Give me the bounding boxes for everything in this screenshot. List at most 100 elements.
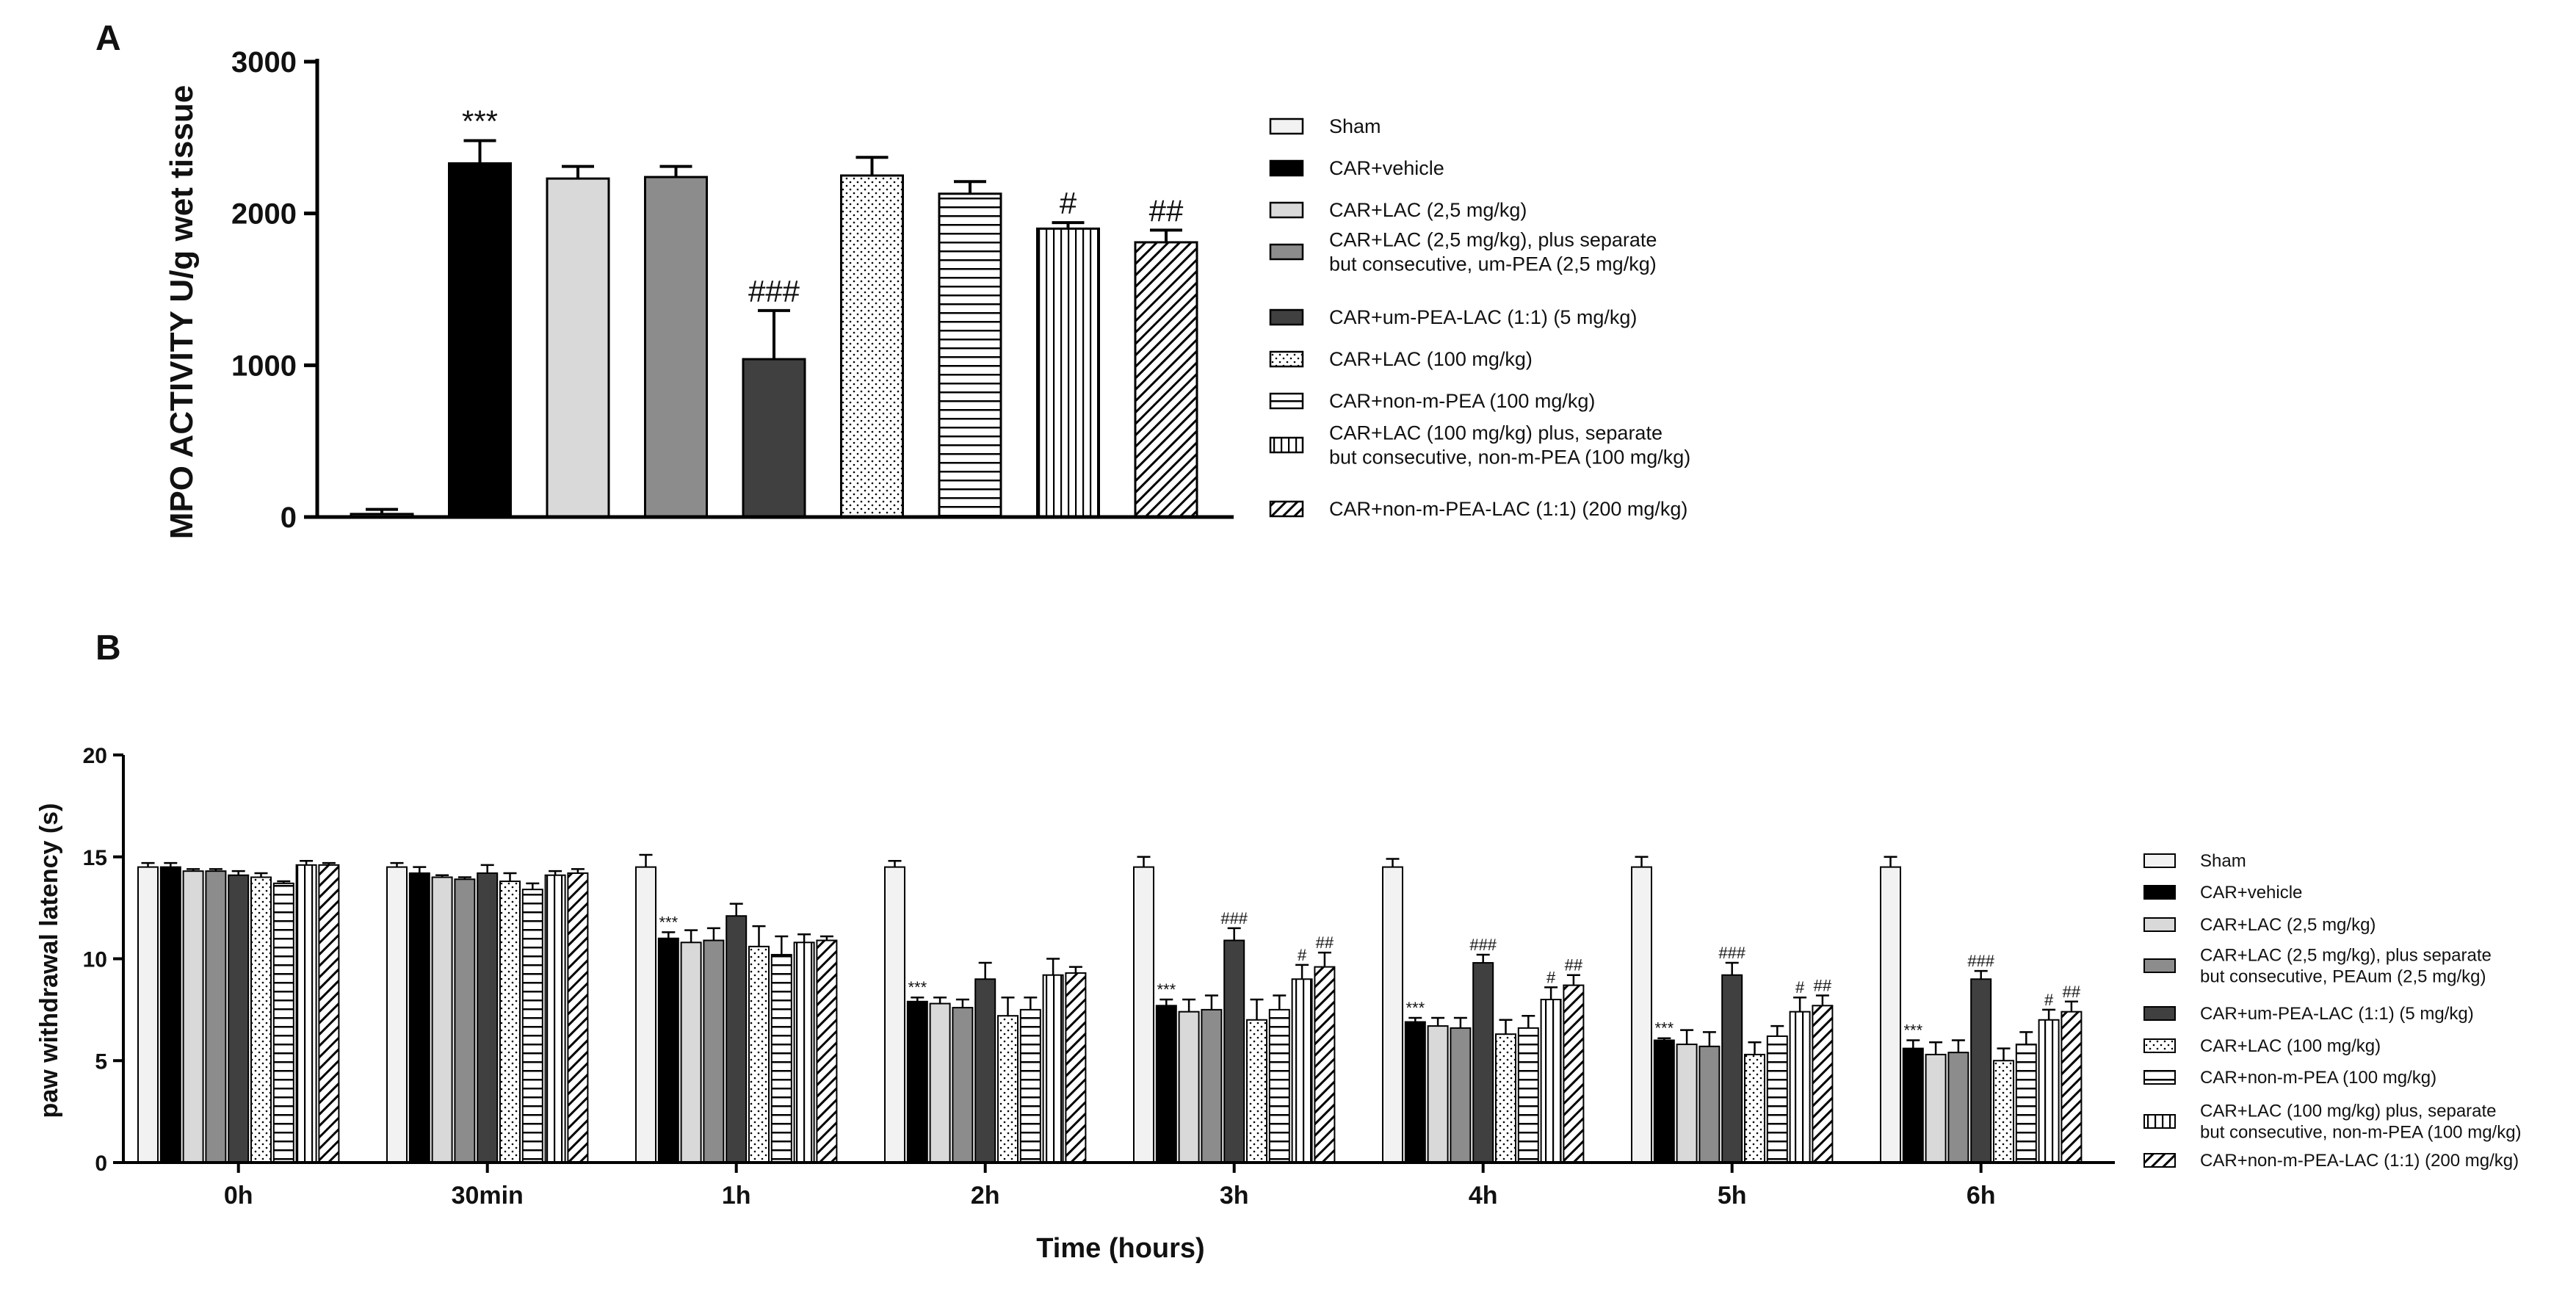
panel-b-significance-label: ##	[2063, 983, 2081, 1001]
panel-b-bar	[1472, 962, 1494, 1164]
panel-a-legend-label: CAR+LAC (100 mg/kg)	[1329, 348, 1533, 370]
panel-b-bar	[567, 872, 589, 1163]
panel-a-legend-swatch	[1269, 392, 1304, 410]
panel-b-bar	[318, 864, 340, 1163]
panel-a-significance-label: ***	[462, 104, 498, 138]
panel-b-x-ticks: 0h 30min 1h 2h 3h 4h 5h 6h	[224, 1163, 1996, 1210]
panel-b-legend-swatch	[2143, 917, 2176, 932]
panel-b-significance-label: ##	[1814, 976, 1832, 994]
panel-b-significance-label: ***	[1654, 1019, 1674, 1038]
panel-b-bar	[228, 874, 250, 1163]
panel-b-bar	[205, 870, 227, 1164]
panel-b-bar	[1291, 978, 1313, 1163]
panel-b-bar	[1223, 939, 1245, 1164]
panel-b-error-bar	[888, 860, 902, 867]
panel-b-significance-label: ###	[1220, 909, 1248, 928]
panel-b-bar	[1382, 866, 1403, 1163]
panel-b-bar	[1744, 1053, 1765, 1164]
panel-a-error-bar	[855, 156, 889, 176]
panel-b-error-bar	[978, 961, 992, 980]
panel-b-x-tick-label: 2h	[971, 1182, 1000, 1210]
panel-b-error-bar	[1137, 856, 1151, 867]
panel-b-error-bar	[729, 903, 743, 917]
panel-a-legend-label: CAR+non-m-PEA (100 mg/kg)	[1329, 390, 1595, 412]
panel-b-bar	[1698, 1045, 1721, 1163]
panel-b-bar	[1133, 866, 1154, 1163]
panel-a-legend-label: CAR+vehicle	[1329, 157, 1444, 179]
panel-a-bar	[1036, 227, 1100, 518]
panel-b-significance-label: ###	[1967, 952, 1994, 970]
panel-b-x-tick-label: 5h	[1718, 1182, 1747, 1210]
panel-a-error-bar	[758, 308, 790, 360]
panel-b-error-bar	[1046, 958, 1060, 975]
panel-b-x-tick-label: 3h	[1220, 1182, 1249, 1210]
panel-b-error-bar	[503, 872, 517, 882]
panel-b-legend-swatch	[2143, 885, 2176, 900]
panel-a-legend-label: CAR+LAC (2,5 mg/kg), plus separate	[1329, 229, 1657, 251]
panel-b: B paw withdrawal latency (s) Time (hours…	[35, 629, 2522, 1264]
panel-b-bar	[793, 941, 815, 1164]
panel-b-error-bar	[1250, 998, 1264, 1020]
panel-b-label: B	[95, 629, 121, 668]
panel-b-bar	[250, 876, 272, 1163]
panel-b-error-bar	[1815, 994, 1829, 1006]
panel-b-legend-label: CAR+LAC (100 mg/kg)	[2200, 1036, 2381, 1056]
panel-b-error-bar	[2042, 1008, 2056, 1020]
panel-b-legend-swatch	[2143, 1153, 2176, 1168]
panel-b-significance-label: ***	[1405, 999, 1425, 1017]
panel-b-error-bar	[1725, 961, 1739, 975]
panel-b-bar	[521, 889, 543, 1164]
panel-b-bar	[703, 939, 725, 1164]
panel-a-bar	[742, 358, 806, 518]
panel-b-bar	[1540, 999, 1562, 1163]
panel-a: A MPO ACTIVITY U/g wet tissue 0 1000 2000 3…	[95, 19, 1690, 539]
panel-b-significance-label: ###	[1469, 936, 1497, 954]
panel-b-bar	[726, 915, 748, 1163]
panel-b-legend-swatch	[2143, 1038, 2176, 1053]
panel-b-error-bar	[684, 929, 698, 943]
panel-b-bar	[1404, 1021, 1426, 1164]
panel-b-legend-label: Sham	[2200, 851, 2246, 871]
panel-b-error-bar	[1906, 1039, 1920, 1049]
panel-b-bar	[2061, 1011, 2083, 1164]
panel-b-bar	[884, 866, 905, 1163]
panel-b-bar	[635, 866, 656, 1163]
panel-a-legend-swatch	[1269, 159, 1304, 177]
panel-b-error-bar	[933, 996, 947, 1004]
panel-a-bars: ***#### ##	[350, 104, 1198, 518]
panel-b-bars: ****** ***######***######***#### ##***####…	[137, 853, 2083, 1164]
panel-a-legend-label: CAR+non-m-PEA-LAC (1:1) (200 mg/kg)	[1329, 498, 1687, 520]
panel-b-bar	[272, 882, 294, 1163]
panel-a-legend-label: CAR+LAC (2,5 mg/kg)	[1329, 199, 1527, 221]
panel-b-error-bar	[1748, 1041, 1762, 1055]
panel-b-bar	[1314, 966, 1336, 1163]
panel-a-error-bar	[659, 165, 692, 178]
panel-a-legend-swatch	[1269, 500, 1304, 518]
panel-a-error-bar	[954, 180, 986, 194]
panel-b-error-bar	[1024, 996, 1038, 1010]
panel-b-error-bar	[706, 927, 720, 941]
panel-b-bar	[431, 876, 453, 1163]
panel-b-y-tick-label: 5	[95, 1049, 107, 1074]
panel-a-significance-label: ###	[748, 274, 800, 308]
panel-b-y-ticks: 0 5 10 15 20	[83, 744, 123, 1176]
panel-a-significance-label: ##	[1149, 193, 1184, 228]
panel-b-y-tick-label: 20	[83, 744, 107, 768]
panel-b-bar	[1993, 1060, 2014, 1163]
panel-a-y-axis-title: MPO ACTIVITY U/g wet tissue	[164, 85, 200, 540]
panel-b-bar	[408, 872, 430, 1163]
panel-b-bar	[1495, 1033, 1516, 1164]
panel-a-legend-swatch	[1269, 436, 1304, 454]
panel-a-bar	[938, 192, 1002, 518]
panel-b-significance-label: #	[1546, 968, 1556, 986]
panel-b-error-bar	[1974, 969, 1988, 980]
panel-b-error-bar	[775, 935, 789, 955]
panel-a-y-ticks: 0 1000 2000 3000	[231, 46, 317, 534]
panel-b-error-bar	[1386, 858, 1400, 867]
panel-b-error-bar	[1159, 998, 1173, 1006]
panel-a-bar	[1134, 241, 1198, 518]
panel-b-error-bar	[1431, 1016, 1445, 1027]
panel-b-bar	[1721, 974, 1743, 1163]
panel-b-bar	[1450, 1027, 1472, 1163]
